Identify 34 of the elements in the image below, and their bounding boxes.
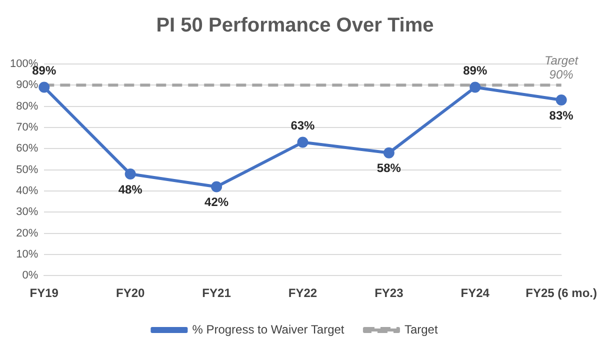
x-tick-label: FY24 [460, 286, 490, 300]
y-tick-label: 50% [16, 164, 38, 176]
x-tick-label: FY25 (6 mo.) [526, 286, 598, 300]
data-label: 63% [290, 118, 316, 133]
x-tick-label: FY23 [374, 286, 404, 300]
point [470, 82, 481, 93]
x-tick-label: FY21 [202, 286, 232, 300]
y-tick-label: 70% [16, 122, 38, 134]
data-label: 42% [204, 195, 229, 210]
y-tick-label: 0% [22, 270, 38, 282]
chart-title: PI 50 Performance Over Time [156, 14, 434, 37]
legend-label: % Progress to Waiver Target [192, 322, 345, 336]
annotation: Target 90% [544, 54, 579, 82]
point [124, 168, 136, 180]
point [297, 136, 308, 148]
point [211, 181, 222, 192]
y-tick-label: 40% [16, 184, 38, 197]
data-label: 48% [118, 182, 143, 196]
data-label: 89% [463, 64, 488, 78]
point [38, 82, 50, 93]
y-tick-label: 10% [16, 248, 38, 260]
x-tick-label: FY19 [30, 286, 59, 300]
point [383, 147, 394, 158]
x-tick-label: FY22 [288, 286, 318, 300]
x-tick-label: FY20 [116, 286, 145, 300]
legend-label: Target [404, 322, 438, 336]
data-label: 58% [376, 161, 402, 176]
data-label: 83% [549, 108, 574, 122]
y-tick-label: 60% [16, 142, 38, 155]
y-tick-label: 20% [16, 227, 38, 240]
y-tick-label: 90% [16, 79, 38, 92]
y-tick-label: 30% [16, 206, 38, 218]
y-tick-label: 80% [16, 100, 38, 112]
point [556, 94, 567, 106]
